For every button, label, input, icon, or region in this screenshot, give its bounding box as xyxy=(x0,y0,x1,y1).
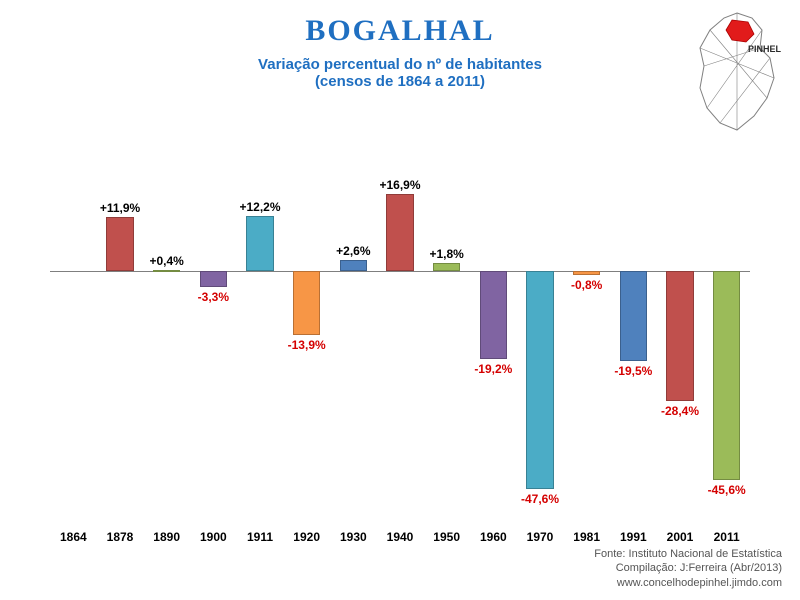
bar-value-label: +0,4% xyxy=(149,254,183,268)
bar-value-label: -13,9% xyxy=(288,338,326,352)
footer-source: Fonte: Instituto Nacional de Estatística xyxy=(594,547,782,561)
bar xyxy=(713,271,740,479)
x-axis-label: 1878 xyxy=(107,530,134,544)
bar-value-label: -19,5% xyxy=(614,364,652,378)
bar xyxy=(480,271,507,359)
x-axis-label: 1900 xyxy=(200,530,227,544)
x-axis-label: 1930 xyxy=(340,530,367,544)
footer-compilation: Compilação: J:Ferreira (Abr/2013) xyxy=(594,561,782,575)
bar xyxy=(246,216,273,272)
x-axis-label: 1991 xyxy=(620,530,647,544)
x-axis-label: 2011 xyxy=(714,530,740,544)
footer-url: www.concelhodepinhel.jimdo.com xyxy=(594,576,782,590)
bar xyxy=(666,271,693,401)
x-axis-label: 1911 xyxy=(247,530,273,544)
bar xyxy=(620,271,647,360)
bar xyxy=(153,270,180,272)
bar-value-label: -0,8% xyxy=(571,278,602,292)
bar-value-label: +1,8% xyxy=(429,247,463,261)
bar xyxy=(386,194,413,271)
x-axis-label: 1890 xyxy=(153,530,180,544)
x-axis-label: 1981 xyxy=(573,530,600,544)
bar xyxy=(106,217,133,271)
chart-footer: Fonte: Instituto Nacional de Estatística… xyxy=(594,547,782,590)
x-axis-label: 1950 xyxy=(433,530,460,544)
bar-value-label: -47,6% xyxy=(521,492,559,506)
bar-value-label: -45,6% xyxy=(708,483,746,497)
region-map: PINHEL xyxy=(682,8,792,138)
chart-subtitle: Variação percentual do nº de habitantes … xyxy=(0,56,800,90)
x-axis-label: 1920 xyxy=(293,530,320,544)
bar xyxy=(200,271,227,286)
bar xyxy=(340,260,367,272)
bar-value-label: +12,2% xyxy=(239,200,280,214)
bar xyxy=(293,271,320,335)
bar xyxy=(433,263,460,271)
bar-value-label: +2,6% xyxy=(336,244,370,258)
x-axis-label: 1940 xyxy=(387,530,414,544)
bar-value-label: -3,3% xyxy=(198,290,229,304)
bar xyxy=(526,271,553,489)
bar xyxy=(573,271,600,275)
bar-value-label: -28,4% xyxy=(661,404,699,418)
x-axis-label: 1960 xyxy=(480,530,507,544)
bar-chart: 18641878+11,9%1890+0,4%1900-3,3%1911+12,… xyxy=(50,180,750,500)
subtitle-line1: Variação percentual do nº de habitantes xyxy=(0,56,800,73)
bar-value-label: -19,2% xyxy=(474,362,512,376)
x-axis-label: 1970 xyxy=(527,530,554,544)
bar-value-label: +16,9% xyxy=(379,178,420,192)
x-axis-label: 1864 xyxy=(60,530,87,544)
bar-value-label: +11,9% xyxy=(100,201,140,215)
subtitle-line2: (censos de 1864 a 2011) xyxy=(0,73,800,90)
chart-title: BOGALHAL xyxy=(0,14,800,48)
x-axis-label: 2001 xyxy=(667,530,694,544)
map-label: PINHEL xyxy=(748,44,782,54)
